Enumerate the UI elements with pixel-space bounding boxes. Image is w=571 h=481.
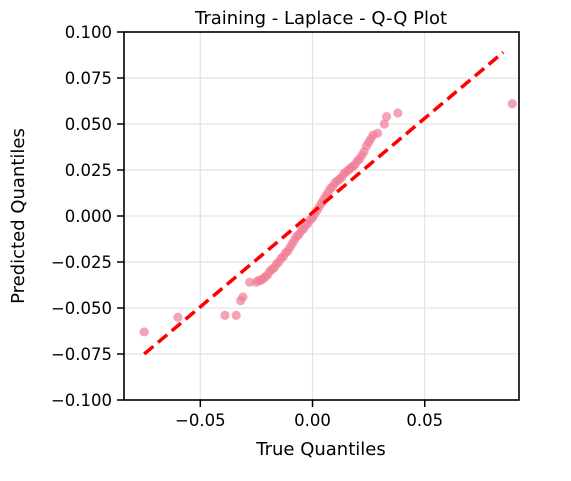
y-tick-label: −0.025 xyxy=(51,253,112,272)
reference-line xyxy=(143,50,505,356)
scatter-points xyxy=(139,99,517,337)
data-point xyxy=(393,108,403,118)
y-tick-label: 0.050 xyxy=(65,115,112,134)
y-tick-label: 0.075 xyxy=(65,69,112,88)
y-tick-label: −0.050 xyxy=(51,299,112,318)
data-point xyxy=(173,312,183,322)
grid-lines xyxy=(124,31,519,401)
data-point xyxy=(507,99,517,109)
data-point xyxy=(379,119,389,129)
y-tick-label: 0.000 xyxy=(65,207,112,226)
data-point xyxy=(245,277,255,287)
reference-line-group xyxy=(143,50,505,356)
data-point xyxy=(231,310,241,320)
data-point xyxy=(238,292,248,302)
x-tick-label: −0.05 xyxy=(175,411,226,430)
x-axis-ticks: −0.05 0.00 0.05 xyxy=(175,400,443,430)
y-tick-label: −0.075 xyxy=(51,345,112,364)
chart-title: Training - Laplace - Q-Q Plot xyxy=(194,8,447,29)
data-point xyxy=(139,327,149,337)
data-point xyxy=(220,310,230,320)
y-tick-label: −0.100 xyxy=(51,391,112,410)
x-axis-label: True Quantiles xyxy=(255,439,385,460)
data-point xyxy=(373,128,383,138)
y-tick-label: 0.025 xyxy=(65,161,112,180)
x-tick-label: 0.00 xyxy=(294,411,331,430)
y-tick-label: 0.100 xyxy=(65,23,112,42)
y-axis-ticks: −0.100 −0.075 −0.050 −0.025 0.000 0.025 0.050 0… xyxy=(51,23,124,410)
y-axis-label: Predicted Quantiles xyxy=(8,128,29,304)
x-tick-label: 0.05 xyxy=(406,411,443,430)
data-point xyxy=(381,112,392,122)
